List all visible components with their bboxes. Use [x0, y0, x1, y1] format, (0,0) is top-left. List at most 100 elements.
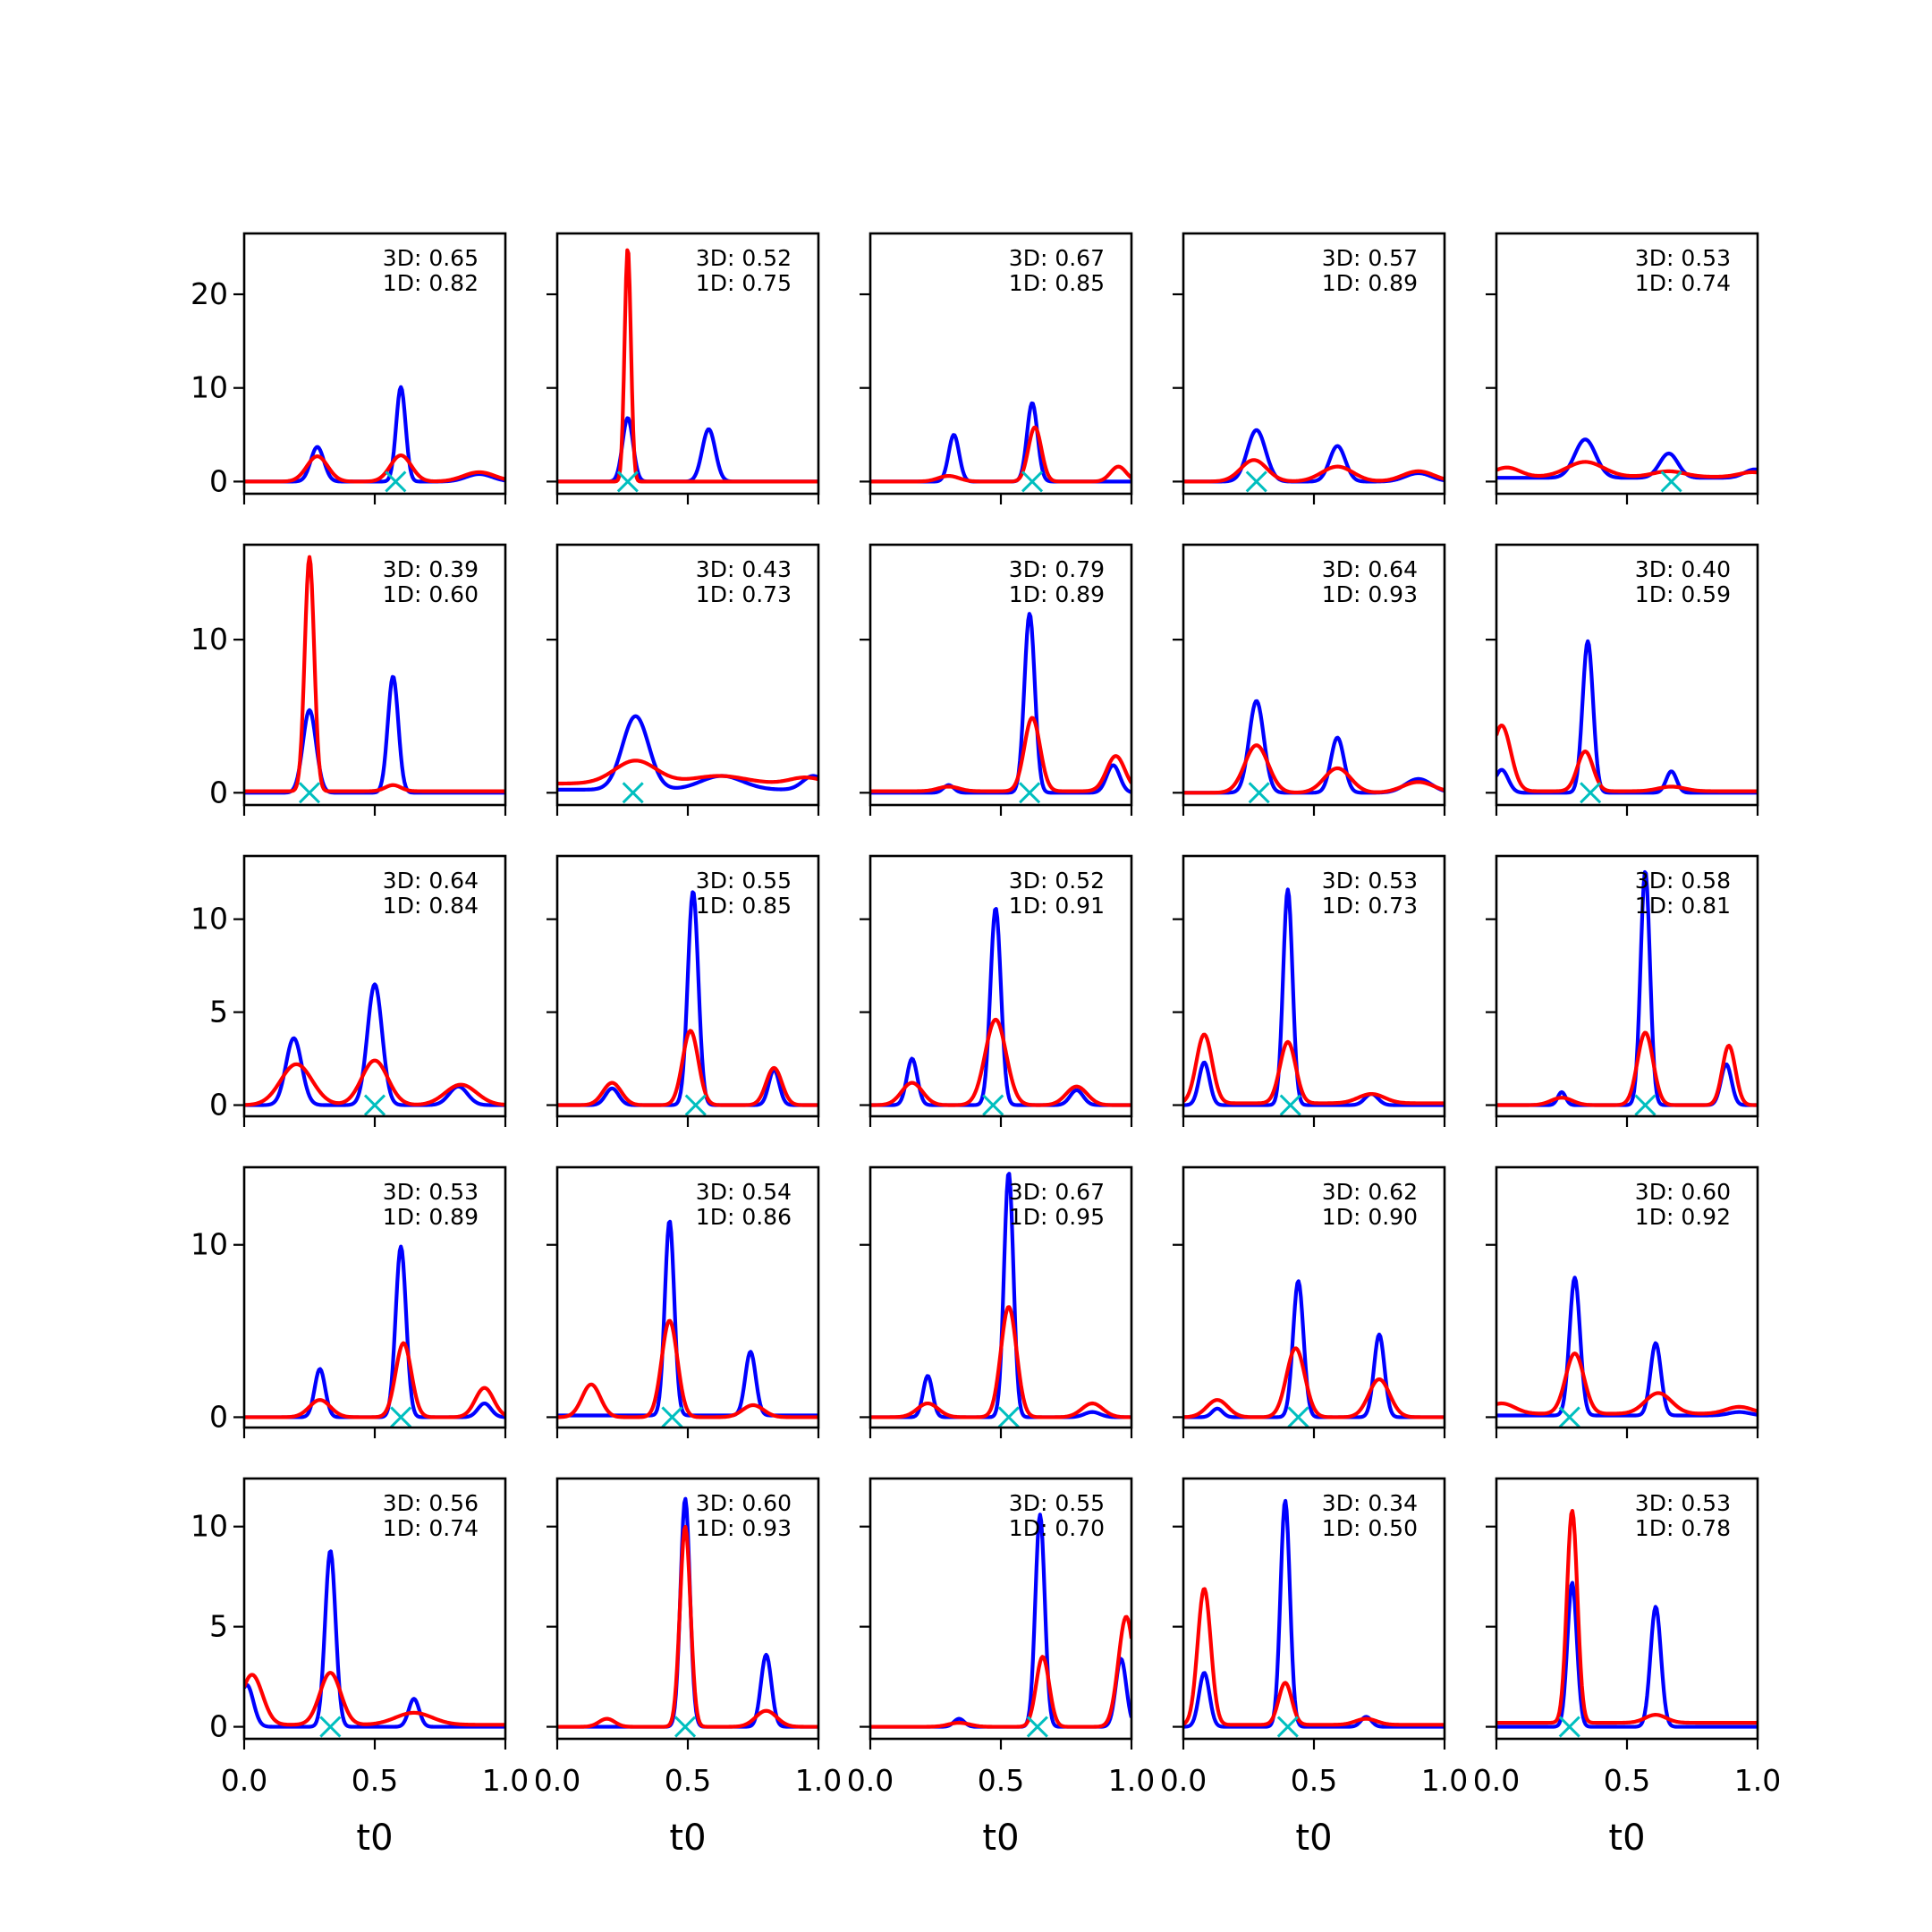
cross-marker-stroke-b [1558, 1716, 1580, 1738]
cross-marker-stroke-b [982, 1094, 1004, 1116]
x-tick-label: 0.0 [534, 1763, 580, 1798]
score-annotation-1d: 1D: 0.90 [1322, 1204, 1418, 1230]
y-tick-label: 0 [209, 1088, 228, 1123]
plot-area [870, 401, 1131, 493]
cross-marker-stroke-b [1021, 470, 1044, 493]
cross-marker-stroke-b [1558, 1406, 1580, 1428]
red-series-line [1183, 1032, 1445, 1106]
score-annotation-3d: 3D: 0.60 [1635, 1179, 1731, 1205]
plot-area [244, 385, 505, 493]
cross-marker [363, 1094, 386, 1116]
red-series-line [870, 1017, 1131, 1107]
subplot-background [870, 1479, 1131, 1739]
red-series-line [557, 248, 818, 484]
score-annotation-3d: 3D: 0.52 [1009, 868, 1105, 894]
subplot-background [1183, 545, 1445, 805]
cross-marker-stroke-b [1287, 1406, 1309, 1428]
plot-area [870, 907, 1131, 1116]
y-tick-label: 0 [209, 463, 228, 498]
score-annotation-1d: 1D: 0.89 [1322, 270, 1418, 296]
blue-series-line [1183, 1498, 1445, 1729]
cross-marker [997, 1406, 1020, 1428]
x-tick-label: 0.5 [352, 1763, 398, 1798]
red-series-line [870, 425, 1131, 484]
cross-marker [1558, 1716, 1580, 1738]
plot-area [1496, 1508, 1758, 1738]
y-tick-label: 20 [191, 276, 228, 311]
blue-series-line [244, 982, 505, 1107]
plot-area [1496, 437, 1758, 493]
score-annotation-1d: 1D: 0.74 [383, 1515, 479, 1541]
x-tick-label: 1.0 [1734, 1763, 1781, 1798]
cross-marker-stroke-b [1276, 1716, 1299, 1738]
subplot-background [1183, 233, 1445, 494]
score-annotation-1d: 1D: 0.86 [696, 1204, 792, 1230]
score-annotation-3d: 3D: 0.67 [1009, 1179, 1105, 1205]
plot-area [1183, 699, 1445, 804]
cross-marker [1287, 1406, 1309, 1428]
cross-marker-stroke-b [622, 782, 644, 804]
score-annotation-3d: 3D: 0.34 [1322, 1490, 1418, 1516]
x-tick-label: 0.0 [1160, 1763, 1207, 1798]
plot-area [1183, 428, 1445, 493]
cross-marker-stroke-b [1279, 1094, 1301, 1116]
red-series-line [1496, 723, 1758, 793]
subplot-background [244, 545, 505, 805]
plot-area [870, 612, 1131, 804]
subplot-background [1496, 545, 1758, 805]
blue-series-line [244, 1549, 505, 1729]
score-annotation-1d: 1D: 0.73 [696, 581, 792, 607]
score-annotation-1d: 1D: 0.95 [1009, 1204, 1105, 1230]
subplot-background [870, 545, 1131, 805]
subplot-background [244, 1167, 505, 1428]
y-tick-label: 0 [209, 1399, 228, 1434]
cross-marker [661, 1406, 683, 1428]
score-annotation-3d: 3D: 0.39 [383, 556, 479, 582]
cross-marker-stroke-b [385, 470, 407, 493]
subplot-background [1496, 1167, 1758, 1428]
plot-area [1183, 1498, 1445, 1738]
cross-marker-stroke-b [1580, 782, 1602, 804]
cross-marker [1558, 1406, 1580, 1428]
y-tick-label: 10 [191, 1227, 228, 1262]
x-tick-label: 0.5 [978, 1763, 1024, 1798]
cross-marker-stroke-b [674, 1716, 697, 1738]
cross-marker [1279, 1094, 1301, 1116]
cross-marker-stroke-b [1019, 782, 1041, 804]
red-series-line [1183, 458, 1445, 484]
x-axis-label: t0 [669, 1818, 706, 1859]
score-annotation-3d: 3D: 0.55 [696, 868, 792, 894]
score-annotation-1d: 1D: 0.91 [1009, 893, 1105, 919]
subplot-background [244, 233, 505, 494]
subplot-background [557, 233, 818, 494]
score-annotation-3d: 3D: 0.52 [696, 245, 792, 271]
score-annotation-1d: 1D: 0.78 [1635, 1515, 1731, 1541]
x-tick-label: 0.0 [1473, 1763, 1520, 1798]
plot-area [1496, 869, 1758, 1116]
plot-area [557, 1496, 818, 1738]
score-annotation-3d: 3D: 0.55 [1009, 1490, 1105, 1516]
red-series-line [1183, 1587, 1445, 1727]
score-annotation-3d: 3D: 0.53 [1635, 245, 1731, 271]
cross-marker [1026, 1716, 1048, 1738]
score-annotation-1d: 1D: 0.59 [1635, 581, 1731, 607]
score-annotation-3d: 3D: 0.53 [1635, 1490, 1731, 1516]
red-series-line [557, 1029, 818, 1107]
x-tick-label: 0.5 [1604, 1763, 1650, 1798]
cross-marker-stroke-b [1245, 470, 1267, 493]
score-annotation-3d: 3D: 0.79 [1009, 556, 1105, 582]
y-tick-label: 0 [209, 1709, 228, 1744]
red-series-line [557, 758, 818, 786]
score-annotation-1d: 1D: 0.85 [1009, 270, 1105, 296]
plot-area [557, 1219, 818, 1428]
